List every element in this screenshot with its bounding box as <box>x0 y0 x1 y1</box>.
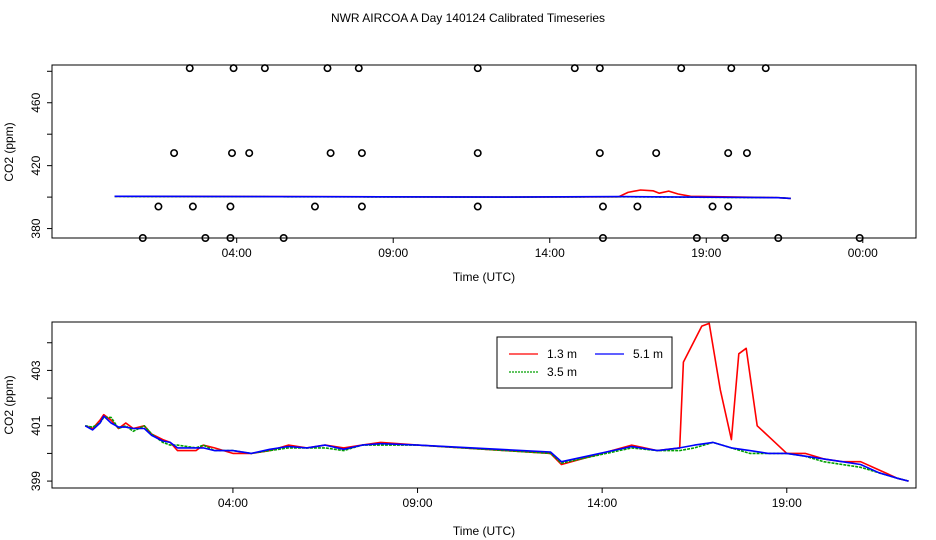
calibration-marker <box>692 234 701 243</box>
calibration-marker <box>473 64 482 73</box>
calibration-marker <box>652 149 661 158</box>
calibration-marker <box>323 64 332 73</box>
x-tick-label: 09:00 <box>403 496 433 510</box>
calibration-marker <box>357 149 366 158</box>
bottom-x-axis-label: Time (UTC) <box>453 524 515 538</box>
calibration-marker <box>598 202 607 211</box>
x-tick-label: 14:00 <box>587 496 617 510</box>
calibration-marker <box>724 202 733 211</box>
calibration-marker <box>154 202 163 211</box>
calibration-marker <box>245 149 254 158</box>
calibration-marker <box>201 234 210 243</box>
bottom-panel: 04:00 09:00 14:00 19:00 399 401 403 Time (UTC… <box>2 321 917 538</box>
x-tick-label: 19:00 <box>691 246 721 260</box>
series-line-5-1m <box>114 195 791 200</box>
calibration-marker <box>724 149 733 158</box>
legend-label-3-5m: 3.5 m <box>547 365 577 379</box>
bottom-series <box>84 322 909 482</box>
x-tick-label: 14:00 <box>535 246 565 260</box>
y-tick-label: 460 <box>29 92 43 112</box>
calibration-marker <box>326 149 335 158</box>
y-tick-label: 380 <box>29 218 43 238</box>
calibration-marker <box>279 234 288 243</box>
calibration-marker <box>761 64 770 73</box>
x-tick-label: 19:00 <box>772 496 802 510</box>
top-series <box>114 189 791 200</box>
series-line-3-5m <box>85 416 909 482</box>
calibration-marker <box>598 234 607 243</box>
top-plot-frame <box>51 64 917 239</box>
x-tick-label: 04:00 <box>218 496 248 510</box>
calibration-marker <box>727 64 736 73</box>
calibration-marker <box>229 64 238 73</box>
calibration-marker <box>226 202 235 211</box>
bottom-y-axis-label: CO2 (ppm) <box>2 375 16 434</box>
y-tick-label: 420 <box>29 155 43 175</box>
legend-box <box>496 336 673 389</box>
top-y-axis-label: CO2 (ppm) <box>2 122 16 181</box>
series-line-5-1m <box>84 415 909 482</box>
calibration-marker <box>310 202 319 211</box>
calibration-marker <box>473 149 482 158</box>
y-tick-label: 403 <box>29 360 43 380</box>
bottom-plot-frame <box>51 321 917 489</box>
calibration-marker <box>138 234 147 243</box>
top-y-axis: 380 420 460 <box>29 70 52 239</box>
calibration-marker <box>708 202 717 211</box>
calibration-marker <box>260 64 269 73</box>
calibration-marker <box>677 64 686 73</box>
top-panel: 04:00 09:00 14:00 19:00 00:00 380 420 460 Time… <box>2 64 917 284</box>
calibration-marker <box>185 64 194 73</box>
x-tick-label: 04:00 <box>222 246 252 260</box>
top-markers <box>138 64 864 243</box>
top-x-axis-label: Time (UTC) <box>453 270 515 284</box>
calibration-marker <box>354 64 363 73</box>
y-tick-label: 401 <box>29 415 43 435</box>
calibration-marker <box>226 234 235 243</box>
chart-title: NWR AIRCOA A Day 140124 Calibrated Times… <box>331 11 605 25</box>
legend-label-5-1m: 5.1 m <box>633 347 663 361</box>
calibration-marker <box>774 234 783 243</box>
top-x-axis: 04:00 09:00 14:00 19:00 00:00 <box>222 238 878 260</box>
calibration-marker <box>188 202 197 211</box>
y-tick-label: 399 <box>29 471 43 491</box>
bottom-y-axis: 399 401 403 <box>29 342 52 491</box>
calibration-marker <box>357 202 366 211</box>
calibration-marker <box>473 202 482 211</box>
x-tick-label: 09:00 <box>378 246 408 260</box>
calibration-marker <box>633 202 642 211</box>
bottom-x-axis: 04:00 09:00 14:00 19:00 <box>218 488 802 510</box>
x-tick-label: 00:00 <box>848 246 878 260</box>
calibration-marker <box>742 149 751 158</box>
calibration-marker <box>595 149 604 158</box>
calibration-marker <box>595 64 604 73</box>
calibration-marker <box>170 149 179 158</box>
calibration-marker <box>721 234 730 243</box>
calibration-marker <box>228 149 237 158</box>
legend: 1.3 m 5.1 m 3.5 m <box>496 336 673 389</box>
legend-label-1-3m: 1.3 m <box>547 347 577 361</box>
calibration-marker <box>570 64 579 73</box>
